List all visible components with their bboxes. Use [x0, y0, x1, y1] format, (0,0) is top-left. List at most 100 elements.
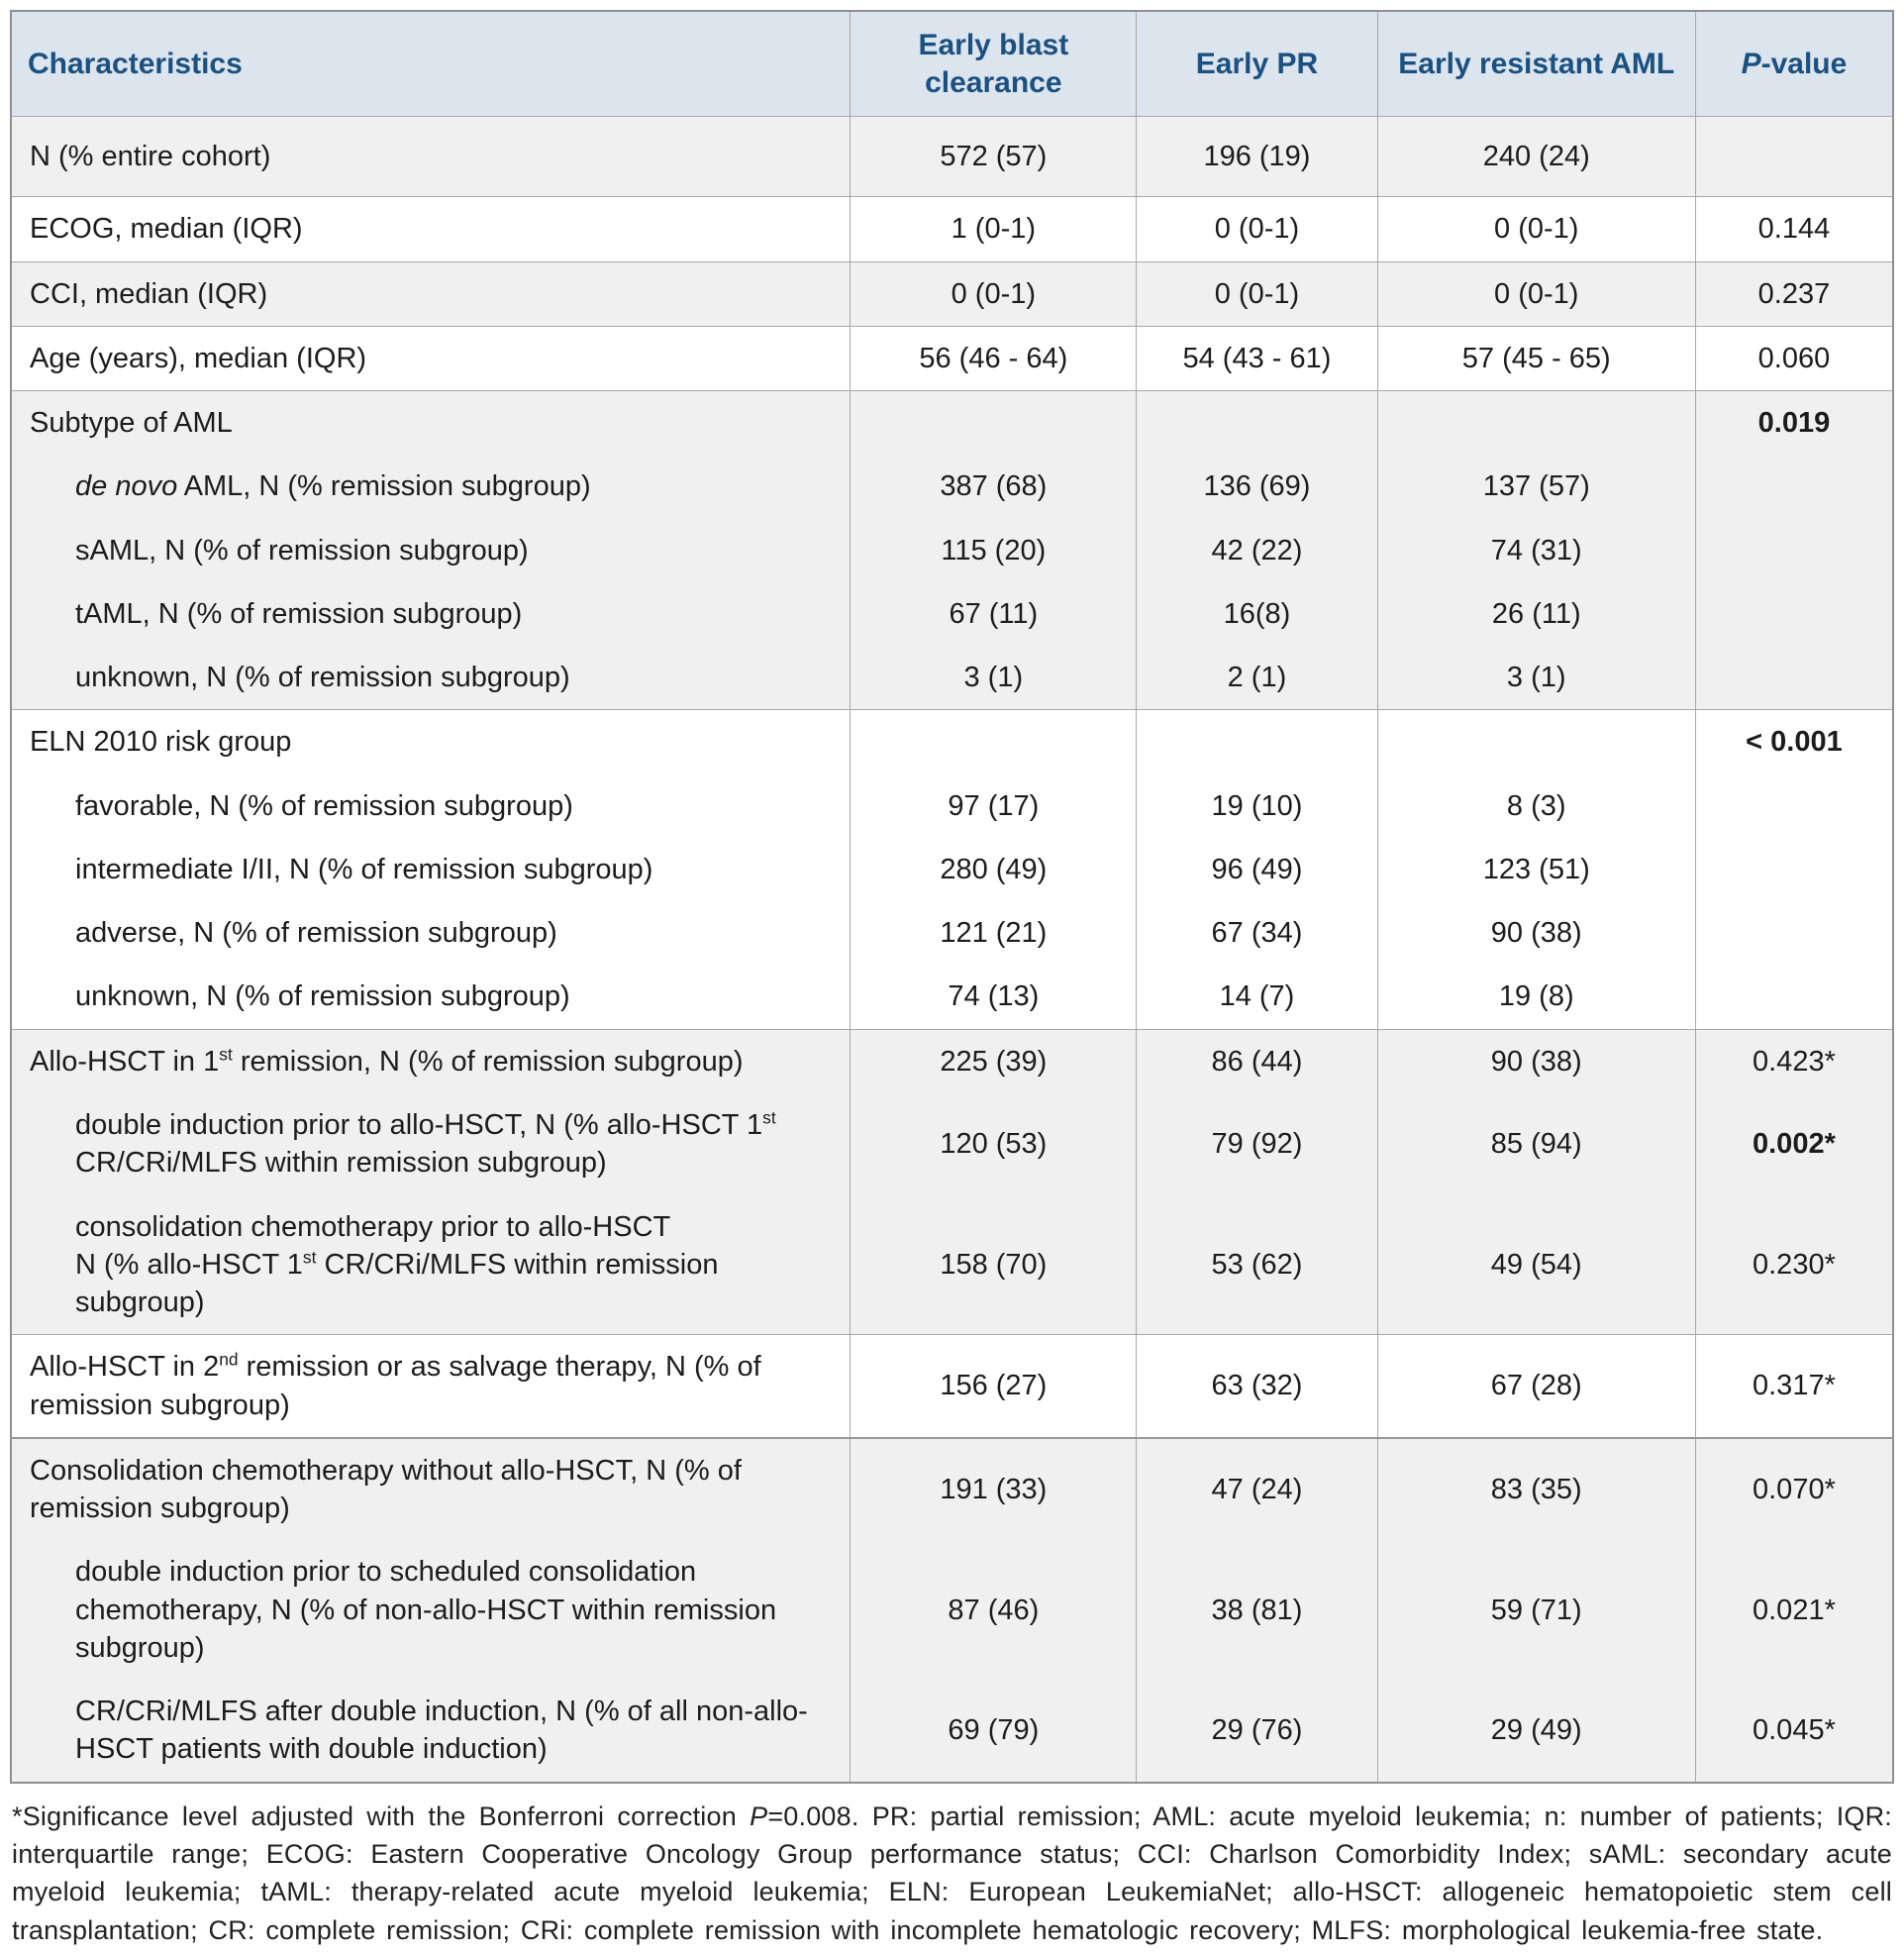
- row-label: sAML, N (% of remission subgroup): [11, 518, 851, 582]
- cell-text: 85 (94): [1490, 1128, 1582, 1161]
- value-cell: 240 (24): [1376, 115, 1696, 197]
- text-part: CR/CRi/MLFS after double induction, N (%…: [75, 1696, 808, 1766]
- value-cell: 38 (81): [1136, 1540, 1378, 1681]
- cell-text: 0 (0-1): [1214, 277, 1300, 310]
- cell-text: 79 (92): [1211, 1128, 1303, 1161]
- value-cell: 67 (11): [850, 581, 1137, 647]
- cell-text: 123 (51): [1482, 853, 1590, 885]
- p-value-cell: 0.230*: [1694, 1194, 1893, 1335]
- value-cell: 123 (51): [1376, 837, 1696, 902]
- table-row: double induction prior to scheduled cons…: [11, 1540, 1893, 1681]
- row-label: N (% entire cohort): [11, 115, 851, 197]
- cell-text: 19 (8): [1498, 980, 1574, 1013]
- column-header-early-pr: Early PR: [1136, 11, 1378, 117]
- value-cell: 86 (44): [1136, 1028, 1378, 1093]
- p-value-cell: [1694, 518, 1893, 582]
- table-body: N (% entire cohort) 572 (57) 196 (19) 240 (…: [11, 115, 1893, 1783]
- value-cell: 49 (54): [1376, 1194, 1696, 1335]
- cell-text: 83 (35): [1490, 1473, 1582, 1505]
- cell-text: 49 (54): [1490, 1248, 1582, 1281]
- cell-text: 67 (11): [949, 597, 1039, 630]
- value-cell: 87 (46): [850, 1540, 1137, 1681]
- table-row: sAML, N (% of remission subgroup) 115 (20…: [11, 518, 1893, 582]
- row-label: unknown, N (% of remission subgroup): [11, 965, 851, 1030]
- text-part: *Significance level adjusted with the Bo…: [12, 1801, 751, 1831]
- text-part: sAML, N (% of remission subgroup): [75, 534, 529, 566]
- text-part: Subtype of AML: [30, 407, 233, 440]
- cell-text: 90 (38): [1490, 917, 1582, 950]
- value-cell: [1376, 390, 1696, 456]
- superscript-text: st: [302, 1247, 317, 1268]
- text-part: ECOG, median (IQR): [30, 213, 303, 246]
- table-row: unknown, N (% of remission subgroup) 74 (…: [11, 965, 1893, 1030]
- table-row: Subtype of AML 0.019: [11, 390, 1893, 456]
- cell-text: 87 (46): [948, 1594, 1040, 1626]
- superscript-text: nd: [219, 1349, 239, 1370]
- value-cell: 42 (22): [1136, 518, 1378, 582]
- cell-text: 0.317*: [1753, 1370, 1836, 1402]
- p-value-cell: 0.317*: [1694, 1334, 1893, 1438]
- value-cell: 121 (21): [850, 901, 1137, 966]
- cell-text: 0.060: [1757, 342, 1831, 374]
- value-cell: 97 (17): [850, 773, 1137, 838]
- p-value-cell: 0.070*: [1694, 1436, 1893, 1541]
- cell-text: 0.423*: [1753, 1045, 1836, 1078]
- value-cell: 3 (1): [850, 646, 1137, 710]
- value-cell: 74 (31): [1376, 518, 1696, 582]
- cell-text: 59 (71): [1490, 1594, 1582, 1626]
- value-cell: 69 (79): [850, 1680, 1137, 1783]
- superscript-text: st: [219, 1044, 233, 1065]
- value-cell: [850, 709, 1137, 774]
- cell-text: 3 (1): [1506, 662, 1566, 694]
- cell-text: 225 (39): [940, 1045, 1048, 1078]
- value-cell: 3 (1): [1376, 646, 1696, 710]
- cell-text: 0 (0-1): [951, 277, 1037, 310]
- cell-text: 74 (31): [1490, 534, 1582, 566]
- table-row: N (% entire cohort) 572 (57) 196 (19) 240 (…: [11, 115, 1893, 197]
- p-value-cell: 0.060: [1694, 325, 1893, 391]
- value-cell: 67 (34): [1136, 901, 1378, 966]
- table-row: consolidation chemotherapy prior to allo…: [11, 1194, 1893, 1335]
- table-row: ECOG, median (IQR) 1 (0-1) 0 (0-1) 0 (0-1) 0…: [11, 196, 1893, 262]
- table-row: intermediate I/II, N (% of remission sub…: [11, 837, 1893, 902]
- value-cell: 90 (38): [1376, 1028, 1696, 1093]
- cell-text: 156 (27): [940, 1370, 1048, 1402]
- cell-text: 1 (0-1): [951, 213, 1037, 246]
- p-value-cell: [1694, 965, 1893, 1030]
- superscript-text: st: [762, 1107, 776, 1128]
- cell-text: 26 (11): [1491, 597, 1581, 630]
- cell-text: 0.237: [1757, 277, 1831, 310]
- text-part: consolidation chemotherapy prior to allo…: [75, 1210, 671, 1243]
- cell-text: 0.230*: [1753, 1248, 1836, 1281]
- row-label: Allo-HSCT in 1st remission, N (% of remi…: [11, 1028, 851, 1093]
- cell-text: 387 (68): [940, 470, 1048, 503]
- table-row: favorable, N (% of remission subgroup) 97…: [11, 773, 1893, 838]
- cell-text: 53 (62): [1211, 1248, 1303, 1281]
- table-header: Characteristics Early blast clearance Earl…: [11, 11, 1893, 117]
- cell-text: 136 (69): [1203, 470, 1311, 503]
- text-part: CR/CRi/MLFS within remission subgroup): [75, 1147, 607, 1180]
- cell-text: 19 (10): [1211, 789, 1303, 822]
- text-part: CCI, median (IQR): [30, 277, 268, 310]
- p-value-cell: < 0.001: [1694, 709, 1893, 774]
- cell-text: 29 (76): [1211, 1714, 1303, 1747]
- table-row: Age (years), median (IQR) 56 (46 - 64) 54 …: [11, 325, 1893, 391]
- cell-text: 0 (0-1): [1494, 277, 1579, 310]
- cell-text: 240 (24): [1482, 141, 1590, 172]
- row-label: favorable, N (% of remission subgroup): [11, 773, 851, 838]
- italic-text: P: [750, 1801, 768, 1831]
- cell-text: 90 (38): [1490, 1045, 1582, 1078]
- table-row: ELN 2010 risk group < 0.001: [11, 709, 1893, 774]
- p-value-cell: 0.423*: [1694, 1028, 1893, 1093]
- cell-text: 29 (49): [1490, 1714, 1582, 1747]
- italic-text: de novo: [75, 470, 178, 503]
- value-cell: 14 (7): [1136, 965, 1378, 1030]
- cell-text: 0.019: [1757, 407, 1831, 440]
- p-value-cell: 0.021*: [1694, 1540, 1893, 1681]
- table-row: Consolidation chemotherapy without allo-…: [11, 1436, 1893, 1541]
- row-label: Age (years), median (IQR): [11, 325, 851, 391]
- cell-text: 0 (0-1): [1214, 213, 1300, 246]
- row-label: ECOG, median (IQR): [11, 196, 851, 262]
- value-cell: 191 (33): [850, 1436, 1137, 1541]
